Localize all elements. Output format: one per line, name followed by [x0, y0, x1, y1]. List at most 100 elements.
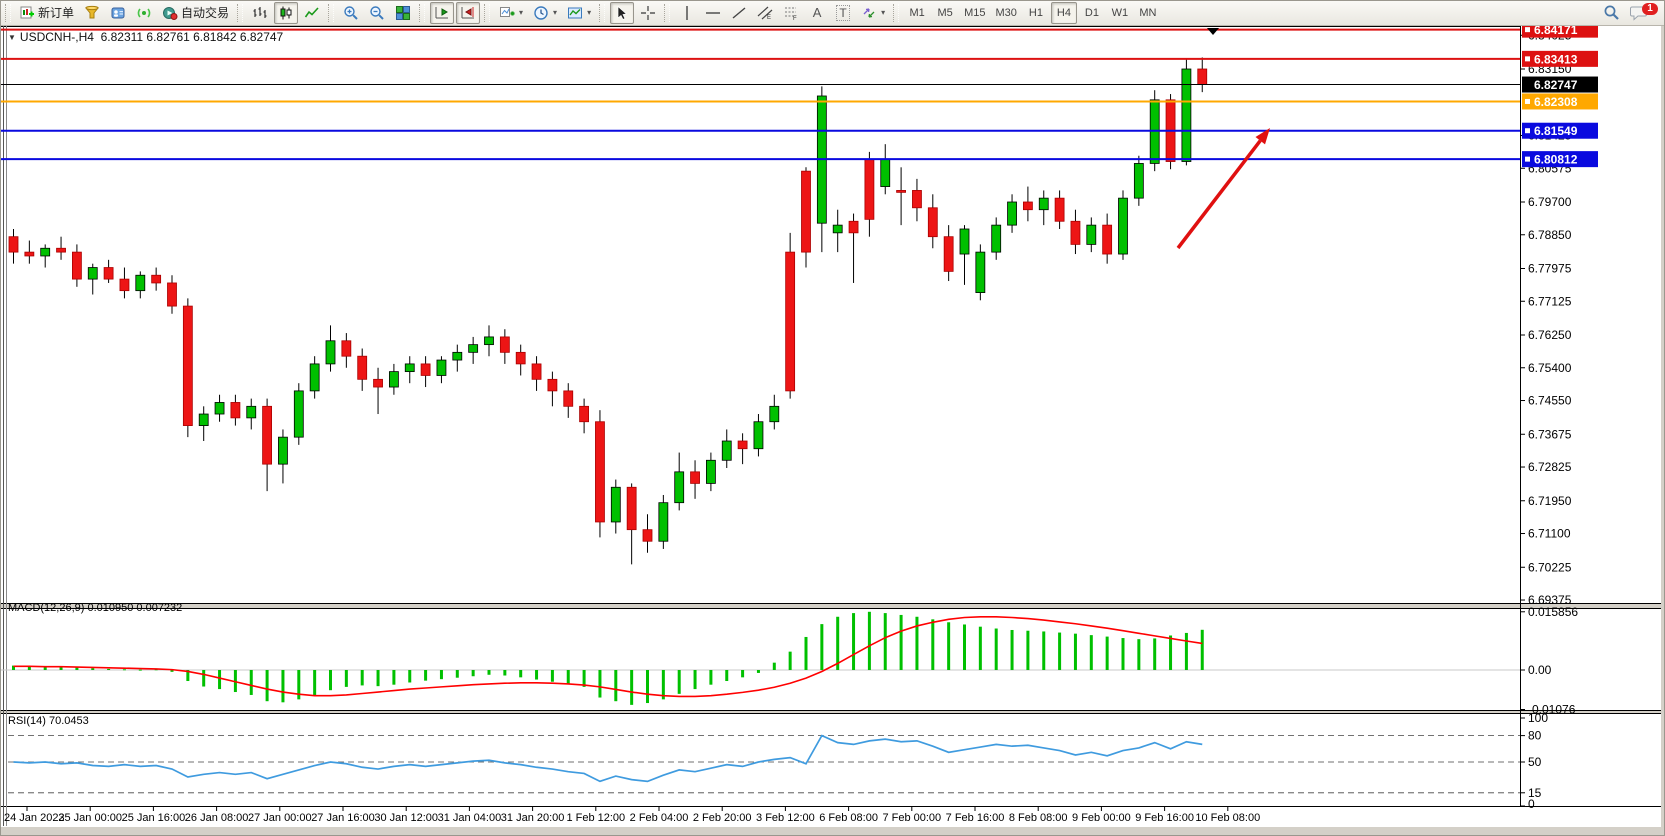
- candle-body: [943, 236, 954, 272]
- funnel-button[interactable]: [80, 2, 104, 24]
- rsi-axis-label: 100: [1528, 711, 1548, 725]
- timeframe-button-H4[interactable]: H4: [1050, 1, 1077, 24]
- cursor-button[interactable]: [610, 1, 635, 24]
- horizontal-line-button[interactable]: [701, 2, 725, 24]
- zoom-out-button[interactable]: [365, 2, 389, 24]
- candle-body: [24, 251, 35, 257]
- macd-histogram-bar: [677, 670, 681, 694]
- time-axis-label: 7 Feb 16:00: [946, 812, 1005, 824]
- text-tool-icon: A: [812, 5, 822, 20]
- auto-scroll-button[interactable]: [430, 1, 455, 24]
- line-chart-icon: [304, 6, 319, 17]
- candle-body: [1023, 201, 1033, 211]
- price-badge-label: 6.84171: [1534, 23, 1578, 37]
- candle-body: [769, 405, 780, 423]
- fibonacci-button[interactable]: F: [779, 2, 803, 24]
- price-badge[interactable]: [1522, 93, 1598, 110]
- macd-histogram-bar: [503, 670, 507, 676]
- bars-chart-icon: [253, 6, 267, 18]
- new-order-label: 新订单: [38, 6, 75, 20]
- macd-histogram-bar: [154, 669, 158, 671]
- autotrading-button[interactable]: 自动交易: [158, 2, 233, 24]
- chart-shift-button[interactable]: [456, 1, 481, 24]
- trendline-button[interactable]: [727, 2, 751, 24]
- rsi-line: [13, 734, 1203, 783]
- candle-body: [610, 486, 621, 523]
- annotation-arrow-line[interactable]: [1176, 139, 1262, 250]
- candle-body: [8, 236, 19, 253]
- price-axis-label: 6.76250: [1528, 328, 1572, 342]
- crosshair-button[interactable]: [636, 2, 660, 24]
- profile-icon: [111, 7, 125, 18]
- timeframe-button-H1[interactable]: H1: [1023, 2, 1049, 24]
- macd-histogram-bar: [836, 616, 840, 670]
- indicators-button[interactable]: ▾: [495, 2, 527, 24]
- toolbar-grip: [328, 3, 335, 22]
- macd-histogram-bar: [392, 670, 396, 685]
- time-axis-label: 27 Jan 16:00: [311, 812, 375, 824]
- signals-button[interactable]: [132, 2, 156, 24]
- text-label-button[interactable]: T: [831, 2, 855, 24]
- macd-histogram-bar: [661, 670, 665, 700]
- toolbar-grip: [599, 3, 606, 22]
- candle-body: [1038, 197, 1049, 211]
- toolbar-right: 1: [1598, 2, 1658, 24]
- timeframe-button-M15[interactable]: M15: [960, 2, 989, 24]
- line-chart-button[interactable]: [300, 2, 324, 24]
- macd-histogram-bar: [329, 670, 332, 691]
- macd-histogram-bar: [1169, 635, 1173, 670]
- candles-chart-button[interactable]: [274, 1, 299, 24]
- macd-histogram-bar: [297, 670, 301, 700]
- annotation-arrow-head[interactable]: [1255, 128, 1270, 145]
- add-indicator-icon: [500, 6, 515, 17]
- templates-button[interactable]: ▾: [563, 2, 595, 24]
- chart-title-caret-icon: ▼: [8, 33, 16, 42]
- horizontal-line-icon: [706, 11, 721, 14]
- line-handle: [1525, 98, 1530, 104]
- periods-button[interactable]: ▾: [529, 2, 561, 24]
- toolbar-grip: [484, 3, 491, 22]
- profile-button[interactable]: [106, 2, 130, 24]
- time-axis-label: 10 Feb 08:00: [1195, 812, 1260, 824]
- search-button[interactable]: [1599, 2, 1624, 24]
- candle-body: [1118, 197, 1128, 255]
- macd-histogram-bar: [725, 670, 729, 682]
- price-badge[interactable]: [1522, 50, 1598, 67]
- time-axis-label: 2 Feb 20:00: [693, 812, 752, 824]
- price-badge[interactable]: [1522, 122, 1598, 139]
- arrows-button[interactable]: ▾: [857, 2, 889, 24]
- price-axis-label: 6.75400: [1528, 361, 1572, 375]
- price-badge[interactable]: [1522, 76, 1598, 93]
- vertical-line-button[interactable]: [675, 2, 699, 24]
- timeframe-button-MN[interactable]: MN: [1135, 2, 1161, 24]
- macd-histogram-bar: [1105, 636, 1109, 670]
- bars-chart-button[interactable]: [248, 2, 272, 24]
- timeframe-button-D1[interactable]: D1: [1079, 2, 1105, 24]
- candle-body: [642, 529, 653, 542]
- chart-title[interactable]: ▼ USDCNH-,H4 6.82311 6.82761 6.81842 6.82…: [8, 30, 283, 44]
- text-button[interactable]: A: [805, 2, 829, 24]
- time-axis-label: 3 Feb 12:00: [756, 812, 815, 824]
- time-axis-label: 7 Feb 00:00: [882, 812, 941, 824]
- tile-windows-button[interactable]: [391, 2, 415, 24]
- macd-histogram-bar: [899, 614, 903, 670]
- macd-histogram-bar: [202, 670, 206, 687]
- timeframe-button-M30[interactable]: M30: [992, 2, 1021, 24]
- candle-body: [579, 405, 589, 423]
- chat-button[interactable]: 1: [1625, 2, 1658, 24]
- macd-histogram-bar: [344, 670, 348, 687]
- zoom-in-button[interactable]: [339, 2, 363, 24]
- candle-body: [293, 390, 304, 438]
- equidistant-channel-button[interactable]: E: [753, 2, 777, 24]
- candle-body: [785, 251, 796, 392]
- timeframe-button-M1[interactable]: M1: [904, 2, 930, 24]
- notification-badge: 1: [1642, 2, 1658, 15]
- timeframe-button-W1[interactable]: W1: [1107, 2, 1133, 24]
- macd-histogram-bar: [630, 670, 634, 705]
- candle-body: [484, 336, 494, 346]
- price-badge[interactable]: [1522, 151, 1598, 168]
- timeframe-button-M5[interactable]: M5: [932, 2, 958, 24]
- zoom-out-icon: [370, 5, 384, 20]
- new-order-button[interactable]: 新订单: [16, 2, 78, 24]
